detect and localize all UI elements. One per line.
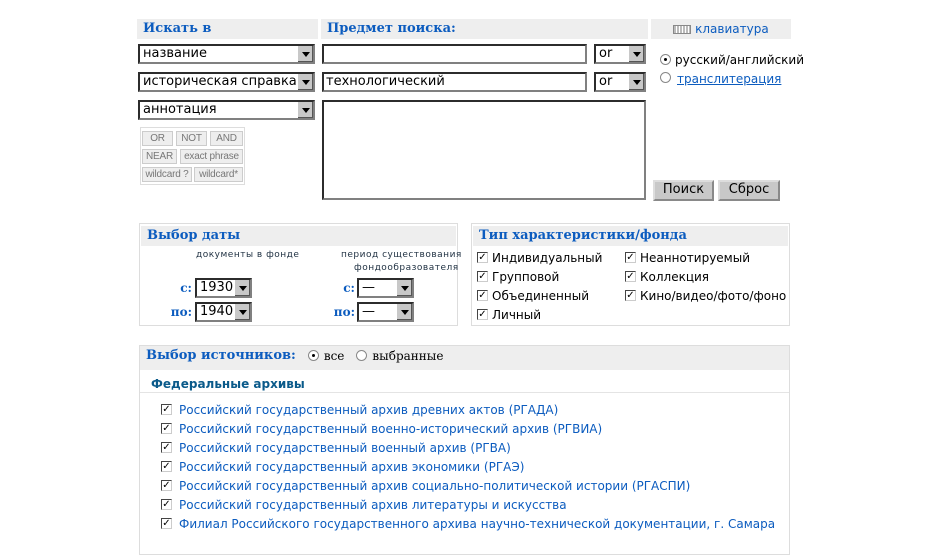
source-link[interactable]: Российский государственный архив социаль… bbox=[179, 479, 691, 493]
type-label: Групповой bbox=[492, 270, 560, 284]
source-checkbox[interactable]: ✓ bbox=[161, 480, 172, 491]
type-checkbox[interactable]: ✓ bbox=[625, 271, 636, 282]
type-label: Индивидуальный bbox=[492, 251, 603, 265]
type-checkbox[interactable]: ✓ bbox=[477, 309, 488, 320]
type-checkbox[interactable]: ✓ bbox=[477, 271, 488, 282]
source-link[interactable]: Российский государственный военно-истори… bbox=[179, 422, 603, 436]
field-select-3[interactable]: аннотация bbox=[138, 100, 315, 120]
source-link[interactable]: Российский государственный архив литерат… bbox=[179, 498, 567, 512]
period-from-select[interactable]: — bbox=[357, 278, 414, 298]
operator-palette bbox=[140, 127, 245, 185]
op-near-button[interactable]: NEAR bbox=[142, 149, 177, 164]
sources-selected-radio[interactable] bbox=[356, 350, 368, 361]
source-checkbox[interactable]: ✓ bbox=[161, 442, 172, 453]
date-title: Выбор даты bbox=[141, 226, 456, 246]
op-or-button[interactable]: OR bbox=[142, 131, 173, 146]
lang-translit-link[interactable]: транслитерация bbox=[677, 72, 782, 86]
type-panel bbox=[471, 223, 790, 326]
chevron-down-icon bbox=[297, 102, 313, 118]
operator-select-value: or bbox=[599, 74, 613, 89]
sources-title: Выбор источников: bbox=[146, 348, 296, 363]
date-panel bbox=[139, 223, 458, 326]
sources-header bbox=[140, 346, 789, 370]
divider bbox=[140, 392, 789, 393]
doc-to-select[interactable]: 1940 bbox=[195, 302, 252, 322]
period-from-value: — bbox=[362, 280, 375, 295]
field-select-value: аннотация bbox=[143, 102, 217, 117]
operator-select-2[interactable]: or bbox=[594, 72, 646, 92]
period-to-label: по: bbox=[333, 305, 355, 319]
type-label: Личный bbox=[492, 308, 542, 322]
chevron-down-icon bbox=[297, 74, 313, 90]
chevron-down-icon bbox=[234, 280, 250, 296]
doc-from-select[interactable]: 1930 bbox=[195, 278, 252, 298]
chevron-down-icon bbox=[396, 280, 412, 296]
keyboard-icon bbox=[673, 25, 692, 34]
period-from-label: с: bbox=[343, 281, 355, 295]
type-label: Неаннотируемый bbox=[640, 251, 751, 265]
lang-ru-en-label: русский/английский bbox=[675, 53, 805, 67]
period-label-1: период существования bbox=[341, 250, 462, 260]
source-checkbox[interactable]: ✓ bbox=[161, 499, 172, 510]
reset-button[interactable]: Сброс bbox=[718, 180, 780, 201]
doc-from-label: с: bbox=[180, 281, 192, 295]
doc-to-label: по: bbox=[170, 305, 192, 319]
chevron-down-icon bbox=[628, 74, 644, 90]
sources-all-label: все bbox=[323, 348, 345, 363]
sources-selected-label: выбранные bbox=[372, 348, 444, 363]
search-input-3[interactable] bbox=[322, 100, 646, 200]
op-not-button[interactable]: NOT bbox=[176, 131, 207, 146]
source-link[interactable]: Российский государственный архив древних… bbox=[179, 403, 559, 417]
type-label: Коллекция bbox=[640, 270, 710, 284]
chevron-down-icon bbox=[234, 304, 250, 320]
operator-select-1[interactable]: or bbox=[594, 44, 646, 64]
type-title: Тип характеристики/фонда bbox=[473, 226, 788, 246]
period-to-select[interactable]: — bbox=[357, 302, 414, 322]
op-exact-phrase-button[interactable]: exact phrase bbox=[180, 149, 243, 164]
search-button[interactable]: Поиск bbox=[653, 180, 714, 201]
chevron-down-icon bbox=[628, 46, 644, 62]
type-checkbox[interactable]: ✓ bbox=[477, 252, 488, 263]
source-link[interactable]: Филиал Российского государственного архи… bbox=[179, 517, 776, 531]
keyboard-link[interactable]: клавиатура bbox=[651, 19, 791, 39]
doc-dates-label: документы в фонде bbox=[196, 250, 300, 260]
op-wildcard-star-button[interactable]: wildcard* bbox=[194, 167, 243, 182]
source-checkbox[interactable]: ✓ bbox=[161, 404, 172, 415]
op-wildcard-q-button[interactable]: wildcard ? bbox=[142, 167, 192, 182]
field-select-value: историческая справка bbox=[143, 74, 297, 89]
search-input-2[interactable]: технологический bbox=[322, 72, 587, 92]
field-select-2[interactable]: историческая справка bbox=[138, 72, 315, 92]
type-checkbox[interactable]: ✓ bbox=[477, 290, 488, 301]
search-in-header: Искать в bbox=[137, 19, 318, 39]
field-select-value: название bbox=[143, 46, 207, 61]
keyboard-label: клавиатура bbox=[695, 22, 769, 36]
doc-to-value: 1940 bbox=[200, 304, 234, 319]
period-label-2: фондообразователя bbox=[354, 263, 459, 273]
type-label: Кино/видео/фото/фоно bbox=[640, 289, 787, 303]
sources-header-row: Выбор источников: все выбранные bbox=[140, 348, 443, 363]
source-link[interactable]: Российский государственный архив экономи… bbox=[179, 460, 525, 474]
source-checkbox[interactable]: ✓ bbox=[161, 461, 172, 472]
search-input-1[interactable] bbox=[322, 44, 587, 64]
sources-all-radio[interactable] bbox=[307, 350, 319, 361]
chevron-down-icon bbox=[297, 46, 313, 62]
lang-ru-en-radio[interactable] bbox=[660, 54, 671, 65]
period-to-value: — bbox=[362, 304, 375, 319]
source-checkbox[interactable]: ✓ bbox=[161, 518, 172, 529]
doc-from-value: 1930 bbox=[200, 280, 234, 295]
subject-header: Предмет поиска: bbox=[321, 19, 648, 39]
source-link[interactable]: Российский государственный военный архив… bbox=[179, 441, 511, 455]
type-checkbox[interactable]: ✓ bbox=[625, 252, 636, 263]
type-checkbox[interactable]: ✓ bbox=[625, 290, 636, 301]
op-and-button[interactable]: AND bbox=[210, 131, 243, 146]
operator-select-value: or bbox=[599, 46, 613, 61]
lang-translit-radio[interactable] bbox=[660, 72, 671, 83]
type-label: Объединенный bbox=[492, 289, 589, 303]
source-checkbox[interactable]: ✓ bbox=[161, 423, 172, 434]
chevron-down-icon bbox=[396, 304, 412, 320]
field-select-1[interactable]: название bbox=[138, 44, 315, 64]
federal-archives-heading: Федеральные архивы bbox=[151, 377, 305, 391]
